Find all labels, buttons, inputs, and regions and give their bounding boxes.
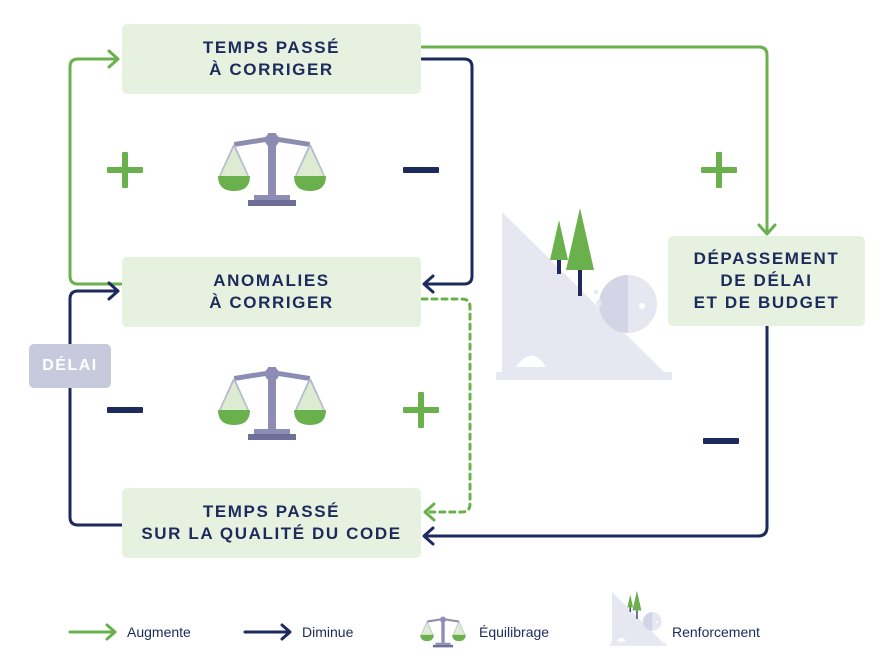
- box-deadline-budget-overrun: DÉPASSEMENT DE DÉLAI ET DE BUDGET: [668, 236, 865, 326]
- box-code-quality-line1: TEMPS PASSÉ: [202, 502, 341, 521]
- box-time-spent-fixing-line1: TEMPS PASSÉ: [202, 38, 341, 57]
- legend-balance-scale-icon: [419, 616, 467, 648]
- arrowhead: [757, 223, 777, 236]
- arrowhead: [422, 526, 435, 546]
- plus-sign-icon: [403, 392, 439, 428]
- balance-scale-icon: [217, 366, 327, 441]
- box-anomalies-line1: ANOMALIES: [213, 271, 330, 290]
- box-anomalies-to-fix: ANOMALIES À CORRIGER: [122, 257, 421, 327]
- box-time-spent-code-quality: TEMPS PASSÉ SUR LA QUALITÉ DU CODE: [122, 488, 421, 558]
- arrow-time-fixing-to-anomalies: [420, 57, 474, 286]
- arrowhead: [107, 281, 120, 301]
- legend-decrease-arrow-icon: [243, 623, 292, 641]
- box-overrun-line1: DÉPASSEMENT: [693, 249, 840, 268]
- legend-decrease-label: Diminue: [302, 624, 354, 640]
- box-anomalies-line2: À CORRIGER: [209, 293, 334, 312]
- legend-increase-label: Augmente: [127, 624, 191, 640]
- arrowhead: [422, 274, 435, 294]
- legend-increase-arrow-icon: [68, 623, 117, 641]
- arrow-anomalies-to-code-quality: [420, 297, 472, 514]
- balance-scale-icon: [217, 132, 327, 207]
- box-overrun-line3: ET DE BUDGET: [693, 293, 840, 312]
- box-time-spent-fixing-line2: À CORRIGER: [209, 60, 334, 79]
- legend-mountain-snowball-icon: [610, 590, 667, 646]
- delay-badge: DÉLAI: [29, 344, 111, 388]
- box-time-spent-fixing: TEMPS PASSÉ À CORRIGER: [122, 24, 421, 94]
- arrow-overrun-to-code-quality: [423, 324, 769, 538]
- plus-sign-icon: [107, 152, 143, 188]
- box-code-quality-line2: SUR LA QUALITÉ DU CODE: [141, 524, 402, 543]
- box-overrun-line2: DE DÉLAI: [720, 271, 813, 290]
- arrow-time-fixing-to-overrun: [420, 45, 769, 234]
- arrow-code-quality-to-anomalies: [68, 289, 124, 527]
- arrowhead: [107, 49, 120, 69]
- minus-sign-icon: [403, 167, 439, 173]
- arrowhead: [423, 502, 436, 522]
- minus-sign-icon: [107, 407, 143, 413]
- minus-sign-icon: [703, 438, 739, 444]
- plus-sign-icon: [701, 152, 737, 188]
- legend-reinforcing-label: Renforcement: [672, 624, 760, 640]
- legend-balancing-label: Équilibrage: [479, 624, 550, 640]
- arrow-anomalies-to-time-fixing: [68, 57, 124, 286]
- mountain-snowball-icon: [496, 208, 672, 380]
